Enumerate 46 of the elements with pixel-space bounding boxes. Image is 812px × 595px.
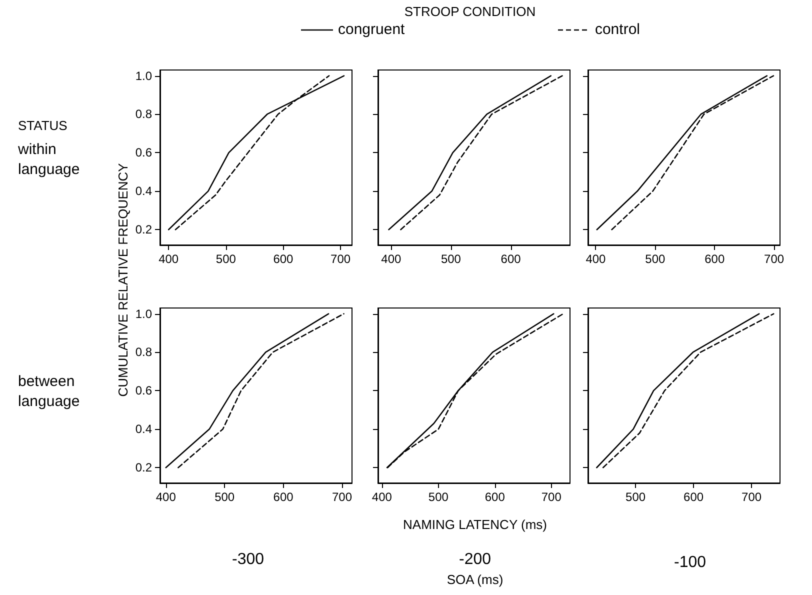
x-tick-label: 400 [381, 252, 402, 266]
text: -200 [458, 550, 492, 570]
x-tick-label: 600 [273, 490, 294, 504]
x-tick-label: 500 [645, 252, 666, 266]
text: -100 [674, 553, 706, 573]
x-tick-label: 700 [742, 490, 762, 504]
x-tick-label: 400 [156, 490, 176, 504]
y-tick-label: 0.8 [135, 107, 152, 122]
y-tick-label: 0.2 [135, 460, 152, 475]
x-tick-label: 600 [500, 252, 522, 266]
x-tick-label: 500 [428, 490, 449, 504]
line-series [178, 313, 344, 468]
x-tick-label: 700 [330, 252, 351, 266]
text: -300 [232, 550, 264, 570]
x-tick-label: 400 [158, 252, 179, 266]
x-tick-label: 600 [273, 252, 294, 266]
legend-title: STROOP CONDITION [403, 4, 537, 19]
y-tick-label: 1.0 [135, 306, 152, 321]
text: between language [18, 372, 81, 411]
line-series [165, 313, 330, 468]
x-tick-label: 400 [586, 252, 606, 266]
x-tick-label: 700 [541, 490, 562, 504]
x-tick-label: 500 [440, 252, 462, 266]
x-tick-label: 600 [684, 490, 704, 504]
y-tick-label: 0.2 [135, 222, 152, 237]
text: STATUS [18, 118, 68, 135]
legend-label: congruent [338, 21, 405, 38]
x-tick-label: 700 [332, 490, 352, 504]
x-tick-label: 600 [704, 252, 725, 266]
x-tick-label: 500 [216, 252, 236, 266]
text: within language [18, 140, 81, 179]
y-tick-label: 0.8 [135, 345, 152, 360]
y-tick-label: 0.4 [135, 422, 152, 436]
text: SOA (ms) [446, 572, 504, 589]
y-tick-label: 0.6 [135, 146, 152, 160]
x-tick-label: 700 [764, 252, 784, 266]
y-tick-label: 0.6 [135, 384, 152, 398]
x-tick-label: 500 [626, 490, 646, 504]
y-tick-label: 0.4 [135, 184, 152, 198]
x-axis-title: NAMING LATENCY (ms) [403, 517, 547, 532]
legend-label: control [594, 21, 640, 38]
x-tick-label: 400 [372, 490, 392, 504]
y-tick-label: 1.0 [135, 68, 152, 83]
x-tick-label: 500 [214, 490, 235, 504]
y-axis-title: CUMULATIVE RELATIVE FREQUENCY [116, 163, 130, 397]
x-tick-label: 600 [484, 490, 506, 504]
